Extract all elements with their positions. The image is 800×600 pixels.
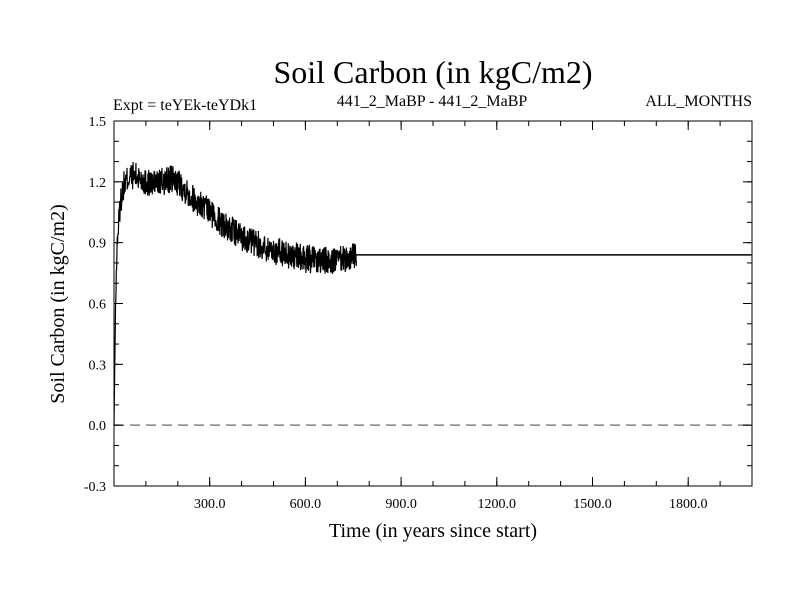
x-tick-label: 600.0 (290, 497, 322, 512)
y-tick-label: 0.6 (89, 298, 107, 313)
x-axis-label: Time (in years since start) (329, 520, 537, 542)
x-tick-label: 1200.0 (478, 497, 517, 512)
y-tick-label: 0.3 (89, 358, 107, 373)
chart-subtitle-center: 441_2_MaBP - 441_2_MaBP (337, 93, 528, 110)
x-tick-label: 1800.0 (669, 497, 708, 512)
chart-subtitle-left: Expt = teYEk-teYDk1 (113, 97, 257, 114)
y-tick-label: 0.9 (89, 237, 107, 252)
x-tick-label: 300.0 (194, 497, 226, 512)
y-tick-label: 0.0 (89, 419, 107, 434)
plot-area (113, 162, 752, 426)
y-tick-label: -0.3 (84, 480, 106, 495)
y-axis-label: Soil Carbon (in kgC/m2) (47, 204, 69, 403)
plot-frame (113, 120, 753, 487)
chart-subtitle-right: ALL_MONTHS (645, 93, 752, 110)
series-line (113, 162, 358, 426)
y-tick-label: 1.5 (89, 115, 107, 130)
x-tick-label: 1500.0 (573, 497, 612, 512)
axes: -0.3 0.0 0.3 0.6 0.9 1.2 1.5 300.0 600.0 900.0 120… (84, 115, 753, 512)
chart-title: Soil Carbon (in kgC/m2) (273, 54, 592, 90)
y-tick-label: 1.2 (89, 176, 107, 191)
x-tick-label: 900.0 (385, 497, 417, 512)
